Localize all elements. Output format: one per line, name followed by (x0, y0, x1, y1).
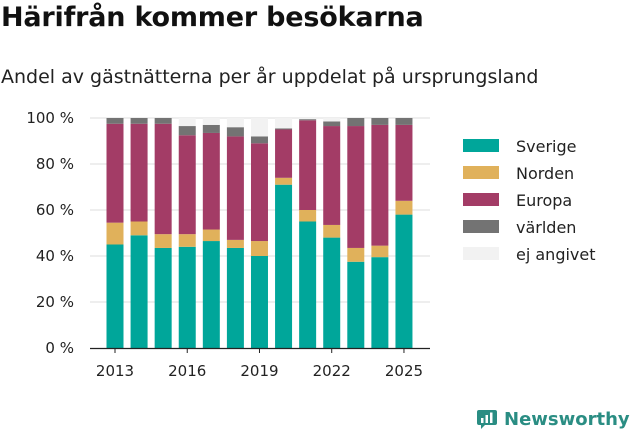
bar-segment-norden (371, 245, 389, 258)
legend-swatch (463, 247, 499, 260)
bar-segment-norden (226, 239, 244, 248)
bar-segment-europa (371, 124, 389, 246)
bar-segment-europa (299, 120, 317, 210)
legend-label: ej angivet (516, 245, 596, 264)
bar-segment-världen (226, 127, 244, 137)
y-tick-label: 0 % (45, 339, 74, 357)
legend: Sverige Norden Europa världen ej angivet (463, 137, 596, 264)
legend-label: Europa (516, 191, 572, 210)
bar-segment-världen (275, 128, 293, 130)
bar-segment-sverige (202, 241, 220, 348)
chart-title: Härifrån kommer besökarna (1, 2, 424, 33)
bar-segment-europa (202, 132, 220, 230)
bar-segment-norden (250, 241, 268, 256)
bar-segment-europa (130, 123, 148, 222)
bar-segment-sverige (178, 246, 196, 348)
bar-segment-norden (202, 229, 220, 242)
legend-label: Sverige (516, 137, 577, 156)
bar-segment-världen (299, 119, 317, 121)
legend-swatch (463, 193, 499, 206)
bar-segment-norden (178, 234, 196, 247)
y-tick-label: 80 % (36, 155, 74, 173)
bar-segment-världen (178, 126, 196, 136)
bar-segment-världen (323, 121, 341, 127)
legend-swatch (463, 139, 499, 152)
bar-segment-ej-angivet (275, 118, 293, 129)
bar-segment-sverige (106, 244, 124, 348)
bar-segment-europa (154, 123, 172, 235)
bar-segment-europa (395, 124, 413, 201)
bar-segment-europa (275, 129, 293, 178)
bar-segment-världen (202, 124, 220, 133)
bar-segment-ej-angivet (202, 118, 220, 125)
y-tick-label: 20 % (36, 293, 74, 311)
bar-segment-norden (395, 200, 413, 215)
legend-swatch (463, 166, 499, 179)
bar-segment-ej-angivet (250, 118, 268, 137)
bar-segment-ej-angivet (226, 118, 244, 128)
bar-segment-europa (178, 135, 196, 235)
legend-swatch (463, 220, 499, 233)
y-tick-label: 100 % (26, 109, 74, 127)
bar-segment-norden (106, 222, 124, 245)
bar-segment-världen (371, 118, 389, 125)
bar-segment-världen (154, 118, 172, 124)
chart-subtitle: Andel av gästnätterna per år uppdelat på… (1, 66, 539, 88)
bar-segment-sverige (299, 221, 317, 348)
bar-segment-sverige (347, 261, 365, 348)
bar-segment-världen (347, 118, 365, 127)
bar-segment-sverige (154, 247, 172, 348)
bar-segment-världen (106, 118, 124, 124)
x-tick-label: 2016 (168, 362, 206, 380)
newsworthy-logo: Newsworthy (476, 408, 630, 430)
bar-segment-sverige (323, 237, 341, 348)
brand-name: Newsworthy (504, 408, 630, 430)
bar-segment-sverige (371, 257, 389, 348)
bar-segment-norden (154, 234, 172, 248)
bar-segment-sverige (226, 247, 244, 348)
x-tick-label: 2025 (385, 362, 423, 380)
bar-segment-sverige (250, 256, 268, 348)
axes: 0 % 20 % 40 % 60 % 80 % 100 % 2013 2016 2019 2022… (26, 109, 430, 380)
bar-segment-norden (323, 224, 341, 238)
bar-segment-europa (106, 123, 124, 223)
bar-segment-sverige (130, 235, 148, 348)
bar-segment-norden (130, 221, 148, 236)
bar-segment-europa (347, 126, 365, 248)
bar-stacks (106, 118, 413, 348)
bar-segment-norden (347, 247, 365, 262)
bar-segment-europa (226, 136, 244, 240)
x-tick-label: 2013 (96, 362, 134, 380)
y-tick-label: 40 % (36, 247, 74, 265)
x-tick-label: 2022 (313, 362, 351, 380)
legend-label: världen (516, 218, 576, 237)
bar-segment-ej-angivet (323, 118, 341, 122)
bar-segment-norden (299, 210, 317, 222)
bar-segment-ej-angivet (178, 118, 196, 127)
bar-segment-norden (275, 177, 293, 185)
legend-label: Norden (516, 164, 574, 183)
bar-segment-världen (130, 118, 148, 124)
bar-segment-sverige (395, 214, 413, 348)
bar-segment-europa (323, 126, 341, 225)
bar-segment-världen (395, 118, 413, 125)
bar-segment-ej-angivet (299, 118, 317, 120)
y-tick-label: 60 % (36, 201, 74, 219)
x-tick-label: 2019 (240, 362, 278, 380)
bar-segment-världen (250, 136, 268, 144)
newsworthy-bars-icon (477, 410, 497, 429)
bar-segment-sverige (275, 184, 293, 348)
bar-segment-europa (250, 143, 268, 242)
